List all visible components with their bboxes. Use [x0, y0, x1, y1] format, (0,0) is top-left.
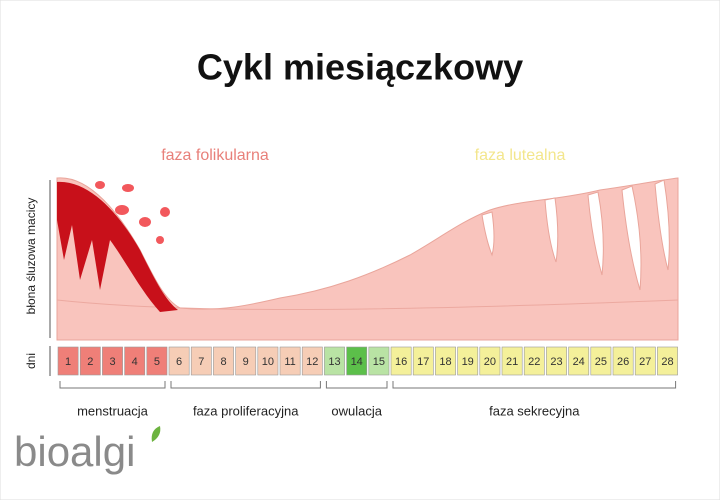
logo-leaf [151, 426, 161, 442]
day-box [479, 346, 501, 376]
day-box [501, 346, 523, 376]
day-box [235, 346, 257, 376]
bracket [325, 381, 388, 389]
day-box [168, 346, 190, 376]
day-box [257, 346, 279, 376]
phase-label: faza lutealna [475, 147, 566, 164]
bracket [392, 381, 677, 389]
bracket [59, 381, 166, 389]
days-label: dni [24, 353, 38, 369]
day-box [390, 346, 412, 376]
day-box [324, 346, 345, 376]
day-number: 8 [220, 356, 226, 368]
day-number: 1 [65, 356, 71, 368]
day-number: 10 [262, 356, 274, 368]
day-number: 24 [573, 356, 585, 368]
day-number: 26 [617, 356, 629, 368]
day-box [346, 346, 368, 376]
day-number: 15 [373, 356, 385, 368]
day-number: 3 [109, 356, 115, 368]
day-number: 7 [198, 356, 204, 368]
day-box [301, 346, 323, 376]
day-number: 20 [484, 356, 496, 368]
day-number: 9 [243, 356, 249, 368]
day-number: 16 [395, 356, 407, 368]
endometrium [56, 177, 679, 341]
day-box [657, 346, 678, 376]
day-box [412, 346, 434, 376]
day-box [146, 346, 168, 376]
day-number: 25 [595, 356, 607, 368]
y-label: błona śluzowa macicy [24, 198, 38, 315]
day-box [279, 346, 301, 376]
day-box [79, 346, 101, 376]
day-box [124, 346, 146, 376]
day-box [57, 346, 79, 376]
day-number: 17 [417, 356, 429, 368]
day-number: 2 [87, 356, 93, 368]
stage-label: faza proliferacyjna [193, 403, 299, 418]
day-number: 21 [506, 356, 518, 368]
day-box [457, 346, 479, 376]
day-number: 11 [284, 356, 295, 368]
vessel [56, 299, 679, 310]
day-box [213, 346, 234, 376]
day-box [368, 346, 390, 376]
day-number: 4 [132, 356, 138, 368]
blood-drops [95, 181, 170, 244]
day-number: 18 [439, 356, 451, 368]
day-number: 5 [154, 356, 160, 368]
day-box [612, 346, 634, 376]
day-box [590, 346, 612, 376]
stage-label: faza sekrecyjna [489, 403, 580, 418]
day-number: 14 [351, 356, 363, 368]
day-box [435, 346, 456, 376]
day-number: 28 [661, 356, 673, 368]
stage-label: owulacja [331, 403, 382, 418]
logo: bioalgi [14, 428, 135, 475]
title: Cykl miesiączkowy [197, 47, 523, 88]
day-number: 19 [462, 356, 474, 368]
bracket [170, 381, 321, 389]
day-box [523, 346, 545, 376]
day-number: 6 [176, 356, 182, 368]
day-number: 13 [328, 356, 340, 368]
stage-label: menstruacja [77, 403, 149, 418]
day-box [568, 346, 590, 376]
day-box [634, 346, 656, 376]
day-number: 12 [306, 356, 318, 368]
day-number: 27 [639, 356, 651, 368]
glands [481, 179, 670, 291]
phase-label: faza folikularna [161, 147, 269, 164]
blood [57, 181, 178, 312]
day-box [546, 346, 567, 376]
day-box [102, 346, 123, 376]
day-number: 23 [550, 356, 562, 368]
day-box [190, 346, 212, 376]
day-number: 22 [528, 356, 540, 368]
